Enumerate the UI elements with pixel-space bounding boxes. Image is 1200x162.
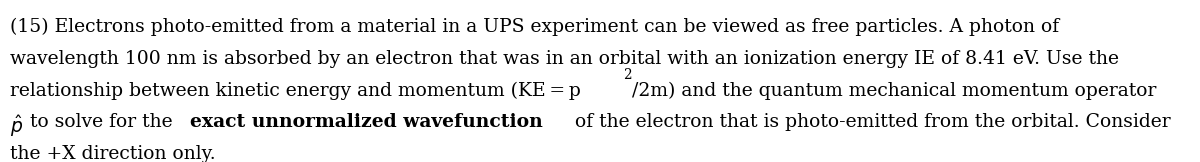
- Text: /2m) and the quantum mechanical momentum operator: /2m) and the quantum mechanical momentum…: [632, 81, 1157, 99]
- Text: 2: 2: [623, 68, 631, 81]
- Text: relationship between kinetic energy and momentum (KE = p: relationship between kinetic energy and …: [10, 81, 581, 99]
- Text: to solve for the: to solve for the: [24, 113, 179, 131]
- Text: exact unnormalized wavefunction: exact unnormalized wavefunction: [190, 113, 542, 131]
- Text: of the electron that is photo-emitted from the orbital. Consider: of the electron that is photo-emitted fr…: [569, 113, 1170, 131]
- Text: wavelength 100 nm is absorbed by an electron that was in an orbital with an ioni: wavelength 100 nm is absorbed by an elec…: [10, 50, 1118, 68]
- Text: the +X direction only.: the +X direction only.: [10, 145, 216, 162]
- Text: (15) Electrons photo-emitted from a material in a UPS experiment can be viewed a: (15) Electrons photo-emitted from a mate…: [10, 18, 1060, 36]
- Text: $\hat{p}$: $\hat{p}$: [10, 113, 23, 139]
